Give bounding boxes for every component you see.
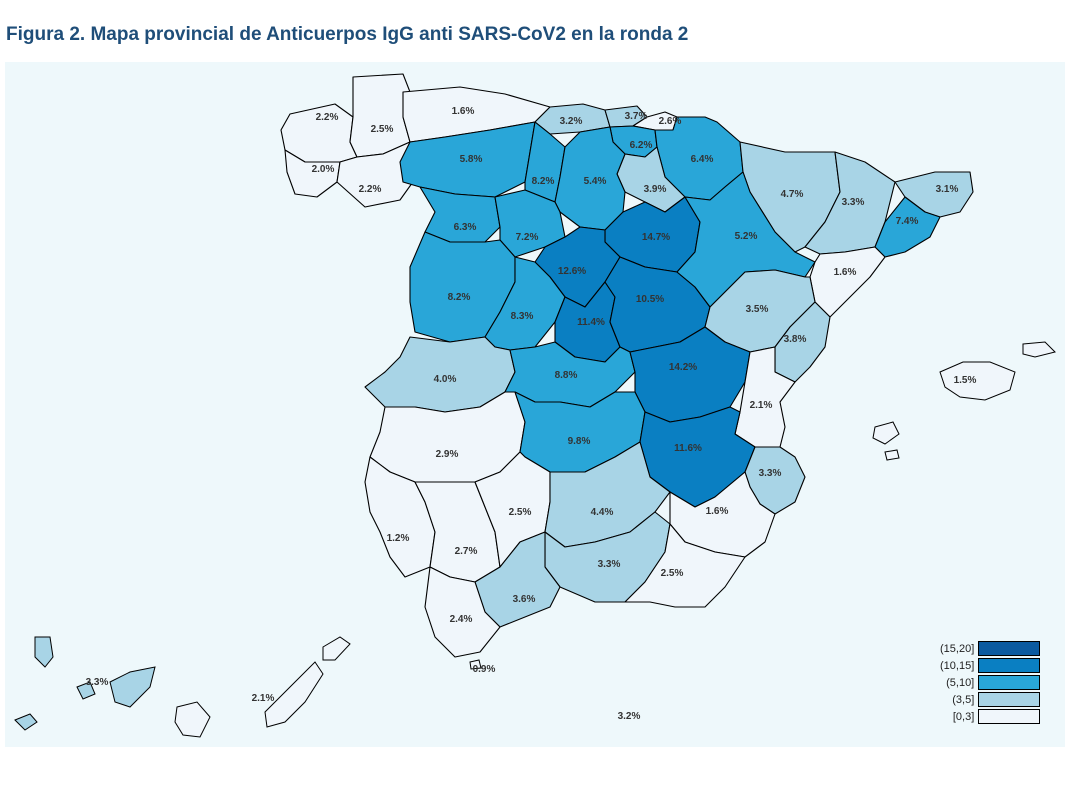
legend-swatch (978, 709, 1041, 724)
lanzarote-island (322, 636, 351, 661)
province-label-las-palmas: 2.1% (252, 693, 275, 704)
province-barcelona (874, 196, 941, 258)
province-label-sevilla: 2.7% (455, 546, 478, 557)
province-label-murcia: 1.6% (706, 506, 729, 517)
gran-canaria-island (174, 701, 211, 738)
province-label-salamanca: 8.2% (448, 292, 471, 303)
province-label-almeria: 2.5% (661, 568, 684, 579)
province-label-alicante: 3.3% (759, 468, 782, 479)
map-frame: 2.2% 2.5% 2.0% 2.2% 1.6% 3.2% 3.7% 2.6% 6.2% 6.4%… (5, 62, 1065, 747)
legend-label: (3,5] (952, 693, 975, 706)
province-tarragona (809, 246, 886, 318)
province-label-a-coruna: 2.2% (316, 112, 339, 123)
province-label-avila: 8.3% (511, 311, 534, 322)
province-label-albacete: 11.6% (674, 443, 702, 454)
legend-label: [0,3] (952, 710, 975, 723)
mallorca-island (939, 361, 1016, 401)
figure-title: Figura 2. Mapa provincial de Anticuerpos… (6, 24, 689, 45)
la-gomera-island (76, 681, 96, 700)
province-label-ceuta: 0.9% (473, 664, 496, 675)
legend-label: (15,20] (940, 642, 975, 655)
province-label-lugo: 2.5% (371, 124, 394, 135)
province-label-bizkaia: 3.7% (625, 111, 648, 122)
province-label-navarra: 6.4% (691, 154, 714, 165)
province-pontevedra (284, 149, 341, 198)
ibiza-island (872, 421, 900, 445)
province-label-palencia: 8.2% (532, 176, 555, 187)
province-label-cantabria: 3.2% (560, 116, 583, 127)
legend-row: (10,15] (940, 657, 1041, 674)
province-label-melilla: 3.2% (618, 711, 641, 722)
province-label-ciudad-real: 9.8% (568, 436, 591, 447)
legend-row: (15,20] (940, 640, 1041, 657)
province-label-huelva: 1.2% (387, 533, 410, 544)
ceuta-territory (469, 659, 482, 670)
province-label-zamora: 6.3% (454, 222, 477, 233)
province-almeria (624, 523, 746, 608)
province-label-segovia: 12.6% (558, 266, 586, 277)
province-label-malaga: 3.6% (513, 594, 536, 605)
province-label-pontevedra: 2.0% (312, 164, 335, 175)
province-label-layer: 2.2% 2.5% 2.0% 2.2% 1.6% 3.2% 3.7% 2.6% 6.2% 6.4%… (86, 106, 977, 722)
legend-row: [0,3] (940, 708, 1041, 725)
province-label-baleares: 1.5% (954, 375, 977, 386)
province-cadiz (424, 566, 501, 658)
province-label-cordoba: 2.5% (509, 507, 532, 518)
province-label-teruel: 3.5% (746, 304, 769, 315)
province-label-guadalajara: 10.5% (636, 294, 664, 305)
province-label-araba: 6.2% (630, 140, 653, 151)
province-label-tarragona: 1.6% (834, 267, 857, 278)
province-label-valladolid: 7.2% (516, 232, 539, 243)
spain-province-map: 2.2% 2.5% 2.0% 2.2% 1.6% 3.2% 3.7% 2.6% 6.2% 6.4%… (14, 73, 1056, 738)
legend-swatch (978, 641, 1041, 656)
province-valencia (734, 346, 796, 448)
province-label-santa-cruz-de-tenerife: 3.3% (86, 677, 109, 688)
el-hierro-island (14, 713, 38, 731)
province-label-asturias: 1.6% (452, 106, 475, 117)
province-label-girona: 3.1% (936, 184, 959, 195)
legend-swatch (978, 675, 1041, 690)
province-label-leon: 5.8% (460, 154, 483, 165)
province-label-gipuzkoa: 2.6% (659, 116, 682, 127)
province-label-valencia: 2.1% (750, 400, 773, 411)
legend-label: (5,10] (946, 676, 975, 689)
province-label-soria: 14.7% (642, 232, 670, 243)
map-legend: (15,20] (10,15] (5,10] (3,5] [0,3] (940, 640, 1041, 725)
tenerife-island (109, 666, 156, 708)
province-label-toledo: 8.8% (555, 370, 578, 381)
legend-swatch (978, 692, 1041, 707)
province-label-castellon: 3.8% (784, 334, 807, 345)
province-label-la-rioja: 3.9% (644, 184, 667, 195)
province-label-cuenca: 14.2% (669, 362, 697, 373)
menorca-island (1022, 341, 1056, 358)
province-label-caceres: 4.0% (434, 374, 457, 385)
province-label-huesca: 4.7% (781, 189, 804, 200)
province-label-madrid: 11.4% (577, 317, 605, 328)
province-label-barcelona: 7.4% (896, 216, 919, 227)
province-label-granada: 3.3% (598, 559, 621, 570)
la-palma-island (34, 636, 54, 668)
legend-label: (10,15] (940, 659, 975, 672)
province-lugo (349, 73, 411, 158)
province-label-badajoz: 2.9% (436, 449, 459, 460)
province-layer (14, 73, 1056, 738)
legend-row: (5,10] (940, 674, 1041, 691)
province-label-lleida: 3.3% (842, 197, 865, 208)
formentera-island (884, 449, 900, 461)
province-label-zaragoza: 5.2% (735, 231, 758, 242)
province-label-jaen: 4.4% (591, 507, 614, 518)
province-label-ourense: 2.2% (359, 184, 382, 195)
province-label-cadiz: 2.4% (450, 614, 473, 625)
legend-swatch (978, 658, 1041, 673)
province-label-burgos: 5.4% (584, 176, 607, 187)
province-leon (399, 121, 536, 198)
legend-row: (3,5] (940, 691, 1041, 708)
fuerteventura-island (264, 661, 324, 728)
